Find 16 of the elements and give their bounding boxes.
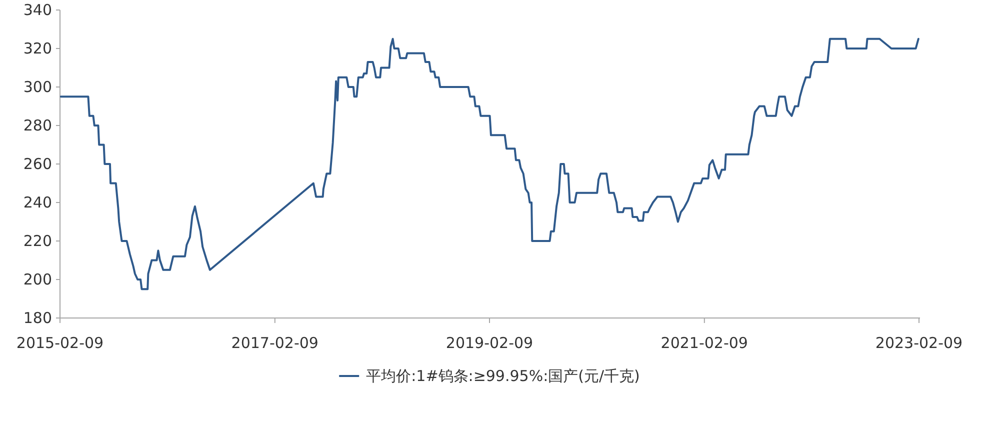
y-tick-label: 240: [23, 194, 52, 212]
y-tick-label: 260: [23, 155, 52, 173]
y-tick-label: 340: [23, 1, 52, 19]
y-tick-label: 300: [23, 78, 52, 96]
x-tick-label: 2017-02-09: [231, 334, 318, 352]
line-series: [60, 38, 920, 290]
legend-label: 平均价:1#钨条:≥99.95%:国产(元/千克): [366, 367, 640, 385]
y-tick-label: 180: [23, 309, 52, 327]
x-tick-label: 2019-02-09: [446, 334, 534, 352]
x-tick-label: 2015-02-09: [16, 334, 104, 352]
y-tick-label: 320: [23, 40, 52, 58]
x-tick-label: 2023-02-09: [875, 334, 963, 352]
x-tick-label: 2021-02-09: [660, 334, 748, 352]
y-tick-label: 280: [23, 116, 52, 134]
y-tick-label: 220: [23, 232, 52, 250]
y-tick-label: 200: [23, 270, 52, 288]
